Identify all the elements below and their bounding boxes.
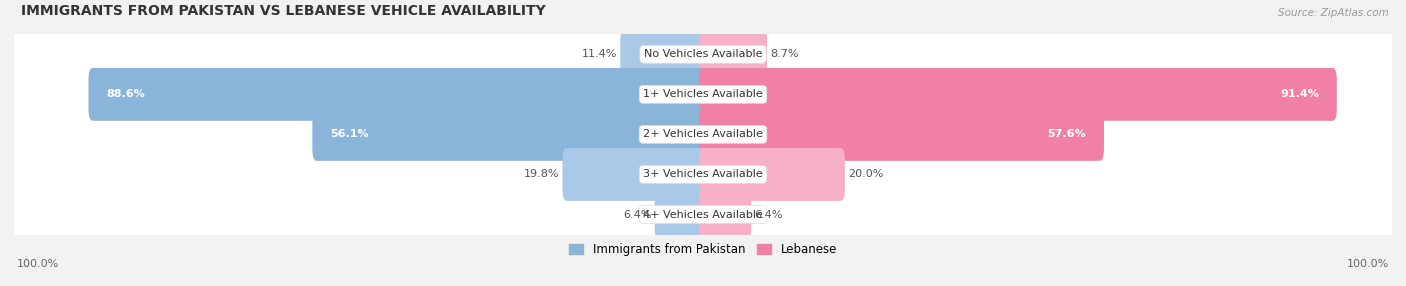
Text: 100.0%: 100.0% (17, 259, 59, 269)
FancyBboxPatch shape (699, 188, 751, 241)
FancyBboxPatch shape (10, 86, 1396, 183)
FancyBboxPatch shape (10, 126, 1396, 223)
FancyBboxPatch shape (562, 148, 707, 201)
FancyBboxPatch shape (312, 108, 707, 161)
FancyBboxPatch shape (10, 166, 1396, 263)
FancyBboxPatch shape (655, 188, 707, 241)
Text: IMMIGRANTS FROM PAKISTAN VS LEBANESE VEHICLE AVAILABILITY: IMMIGRANTS FROM PAKISTAN VS LEBANESE VEH… (21, 4, 546, 18)
Text: No Vehicles Available: No Vehicles Available (644, 49, 762, 59)
Text: 6.4%: 6.4% (624, 210, 652, 219)
Text: 3+ Vehicles Available: 3+ Vehicles Available (643, 170, 763, 179)
Text: 2+ Vehicles Available: 2+ Vehicles Available (643, 130, 763, 139)
Legend: Immigrants from Pakistan, Lebanese: Immigrants from Pakistan, Lebanese (564, 238, 842, 261)
FancyBboxPatch shape (89, 68, 707, 121)
Text: Source: ZipAtlas.com: Source: ZipAtlas.com (1278, 8, 1389, 18)
Text: 1+ Vehicles Available: 1+ Vehicles Available (643, 90, 763, 99)
FancyBboxPatch shape (620, 28, 707, 81)
Text: 11.4%: 11.4% (582, 49, 617, 59)
FancyBboxPatch shape (699, 148, 845, 201)
FancyBboxPatch shape (10, 6, 1396, 103)
Text: 57.6%: 57.6% (1047, 130, 1085, 139)
Text: 4+ Vehicles Available: 4+ Vehicles Available (643, 210, 763, 219)
Text: 88.6%: 88.6% (107, 90, 145, 99)
FancyBboxPatch shape (699, 108, 1104, 161)
Text: 6.4%: 6.4% (754, 210, 782, 219)
Text: 91.4%: 91.4% (1279, 90, 1319, 99)
Text: 19.8%: 19.8% (524, 170, 560, 179)
Text: 56.1%: 56.1% (330, 130, 368, 139)
FancyBboxPatch shape (699, 68, 1337, 121)
Text: 100.0%: 100.0% (1347, 259, 1389, 269)
Text: 8.7%: 8.7% (770, 49, 799, 59)
FancyBboxPatch shape (699, 28, 768, 81)
Text: 20.0%: 20.0% (848, 170, 883, 179)
FancyBboxPatch shape (10, 46, 1396, 143)
